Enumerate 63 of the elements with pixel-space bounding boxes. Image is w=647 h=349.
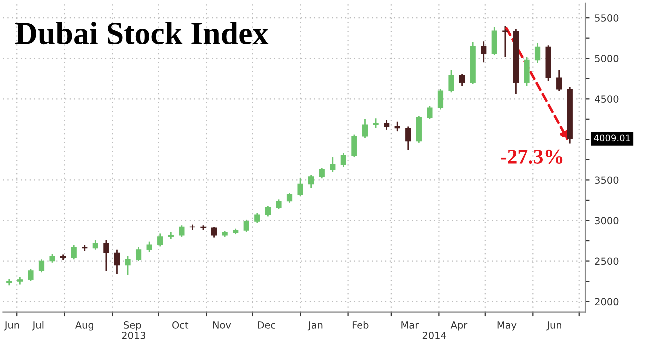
y-tick-label: 3500 — [595, 176, 619, 184]
text: 2013 — [122, 332, 146, 340]
x-tick-label: Oct — [172, 322, 189, 329]
candlestick — [244, 219, 250, 233]
x-tick-label: Nov — [213, 322, 232, 329]
candlestick — [340, 152, 346, 168]
candlestick — [459, 73, 466, 87]
x-tick-label: Mar — [402, 322, 420, 329]
y-tick-label: 3000 — [595, 217, 619, 225]
candlestick — [286, 192, 293, 204]
candlestick — [125, 256, 131, 276]
candlestick — [534, 42, 541, 64]
candlestick — [158, 233, 164, 248]
y-tick-label: 5500 — [595, 14, 619, 22]
x-tick-label: May — [498, 322, 517, 331]
candlestick — [104, 240, 110, 272]
candlestick — [265, 205, 272, 218]
candlestick — [254, 212, 260, 224]
annotation: 4009.01 — [594, 134, 630, 142]
y-tick-label: 2500 — [595, 258, 619, 266]
x-tick-label: Jun — [4, 322, 20, 331]
y-tick-label: 4500 — [595, 96, 619, 103]
candlestick — [427, 106, 433, 120]
candlestick — [362, 118, 368, 139]
candlestick — [481, 40, 487, 64]
x-tick-label: Dec — [258, 322, 276, 329]
candlestick — [502, 25, 508, 58]
candlestick — [38, 258, 45, 274]
x-tick-label: Jul — [32, 321, 44, 331]
candlestick — [556, 69, 562, 92]
candlestick — [492, 26, 498, 56]
candlestick — [384, 120, 390, 131]
x-tick-label: Sep — [124, 322, 142, 331]
candlestick — [308, 174, 314, 190]
chart-title: Dubai Stock Index — [15, 22, 269, 45]
candlestick — [438, 88, 444, 110]
x-tick-label: Jun — [546, 322, 562, 331]
x-tick-label: Aug — [75, 322, 94, 331]
annotation: -27.3% — [501, 150, 563, 164]
candlestick — [330, 156, 336, 173]
candlestick — [179, 224, 185, 238]
candlestick — [352, 134, 358, 158]
candlestick — [448, 69, 454, 94]
x-tick-label: Apr — [450, 322, 468, 331]
candlestick — [92, 240, 98, 251]
candlestick — [373, 118, 379, 130]
text: 2014 — [422, 332, 446, 340]
candlestick — [319, 167, 325, 180]
candlestick — [276, 198, 282, 210]
candlestick — [524, 56, 530, 87]
candlestick — [146, 241, 152, 254]
x-tick-label: Feb — [352, 321, 369, 329]
candlestick — [71, 244, 77, 260]
candlestick — [211, 226, 218, 238]
candlestick — [28, 268, 34, 282]
candlestick — [406, 126, 412, 151]
y-tick-label: 5000 — [595, 55, 619, 62]
candlestick — [136, 246, 142, 262]
candlestick — [114, 249, 120, 275]
x-tick-label: Jan — [308, 322, 323, 331]
candlestick — [298, 178, 304, 198]
y-tick-label: 2000 — [595, 298, 619, 306]
candlestick — [416, 115, 422, 144]
